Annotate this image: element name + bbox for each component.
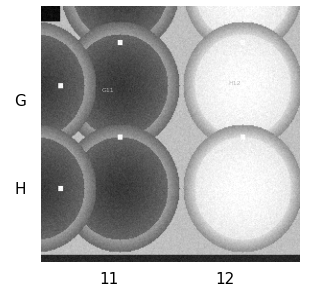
Text: G: G	[14, 94, 26, 109]
Text: H: H	[15, 182, 26, 197]
Text: 12: 12	[215, 272, 234, 287]
Text: 11: 11	[100, 272, 119, 287]
Text: G11: G11	[101, 88, 114, 93]
Text: H12: H12	[228, 81, 241, 86]
